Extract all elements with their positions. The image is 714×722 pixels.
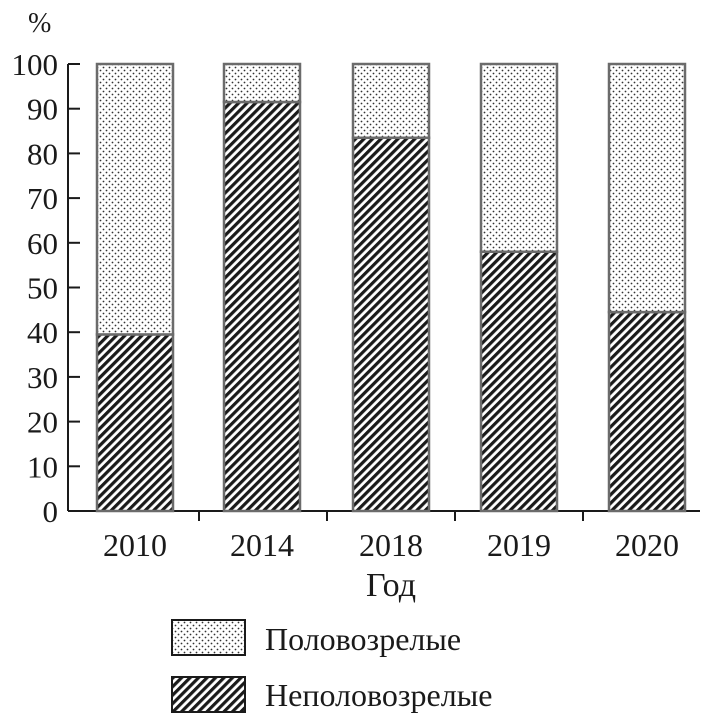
bar-2014-immature [222,100,302,513]
bar-2018-immature [351,136,431,513]
bar-2010-mature [95,62,175,336]
bar-2014-mature [222,62,302,104]
y-tick-label: 0 [43,494,59,529]
y-tick-label: 70 [27,181,58,216]
y-tick-label: 90 [27,92,58,127]
bars [95,62,687,513]
x-tick-label: 2020 [615,527,679,563]
y-tick-label: 40 [27,315,58,350]
bar-2010-immature [95,333,175,513]
legend-swatch-dots [171,619,246,656]
x-tick-label: 2018 [359,527,423,563]
bar-2019-mature [479,62,559,253]
y-tick-label: 60 [27,226,58,261]
axes: 0 10 20 30 40 50 60 70 80 90 100 2010 2014 2018 2019 20… [12,47,700,563]
legend: Половозрелые Неполовозрелые [171,619,492,713]
bar-2018-mature [351,62,431,140]
y-tick-label: 100 [12,47,59,82]
bar-2020-immature [607,310,687,513]
x-axis-label: Год [366,567,416,604]
y-tick-label: 10 [27,449,58,484]
y-tick-label: 80 [27,136,58,171]
legend-swatch-hatch [171,676,246,713]
y-tick-label: 50 [27,271,58,306]
legend-label-immature: Неполовозрелые [265,677,492,713]
x-tick-label: 2014 [230,527,294,563]
y-tick-label: 20 [27,405,58,440]
x-tick-label: 2010 [103,527,167,563]
legend-label-mature: Половозрелые [265,621,461,657]
bar-2020-mature [607,62,687,314]
y-axis-label: % [28,8,51,39]
x-tick-label: 2019 [487,527,551,563]
bar-2019-immature [479,250,559,513]
y-tick-label: 30 [27,360,58,395]
